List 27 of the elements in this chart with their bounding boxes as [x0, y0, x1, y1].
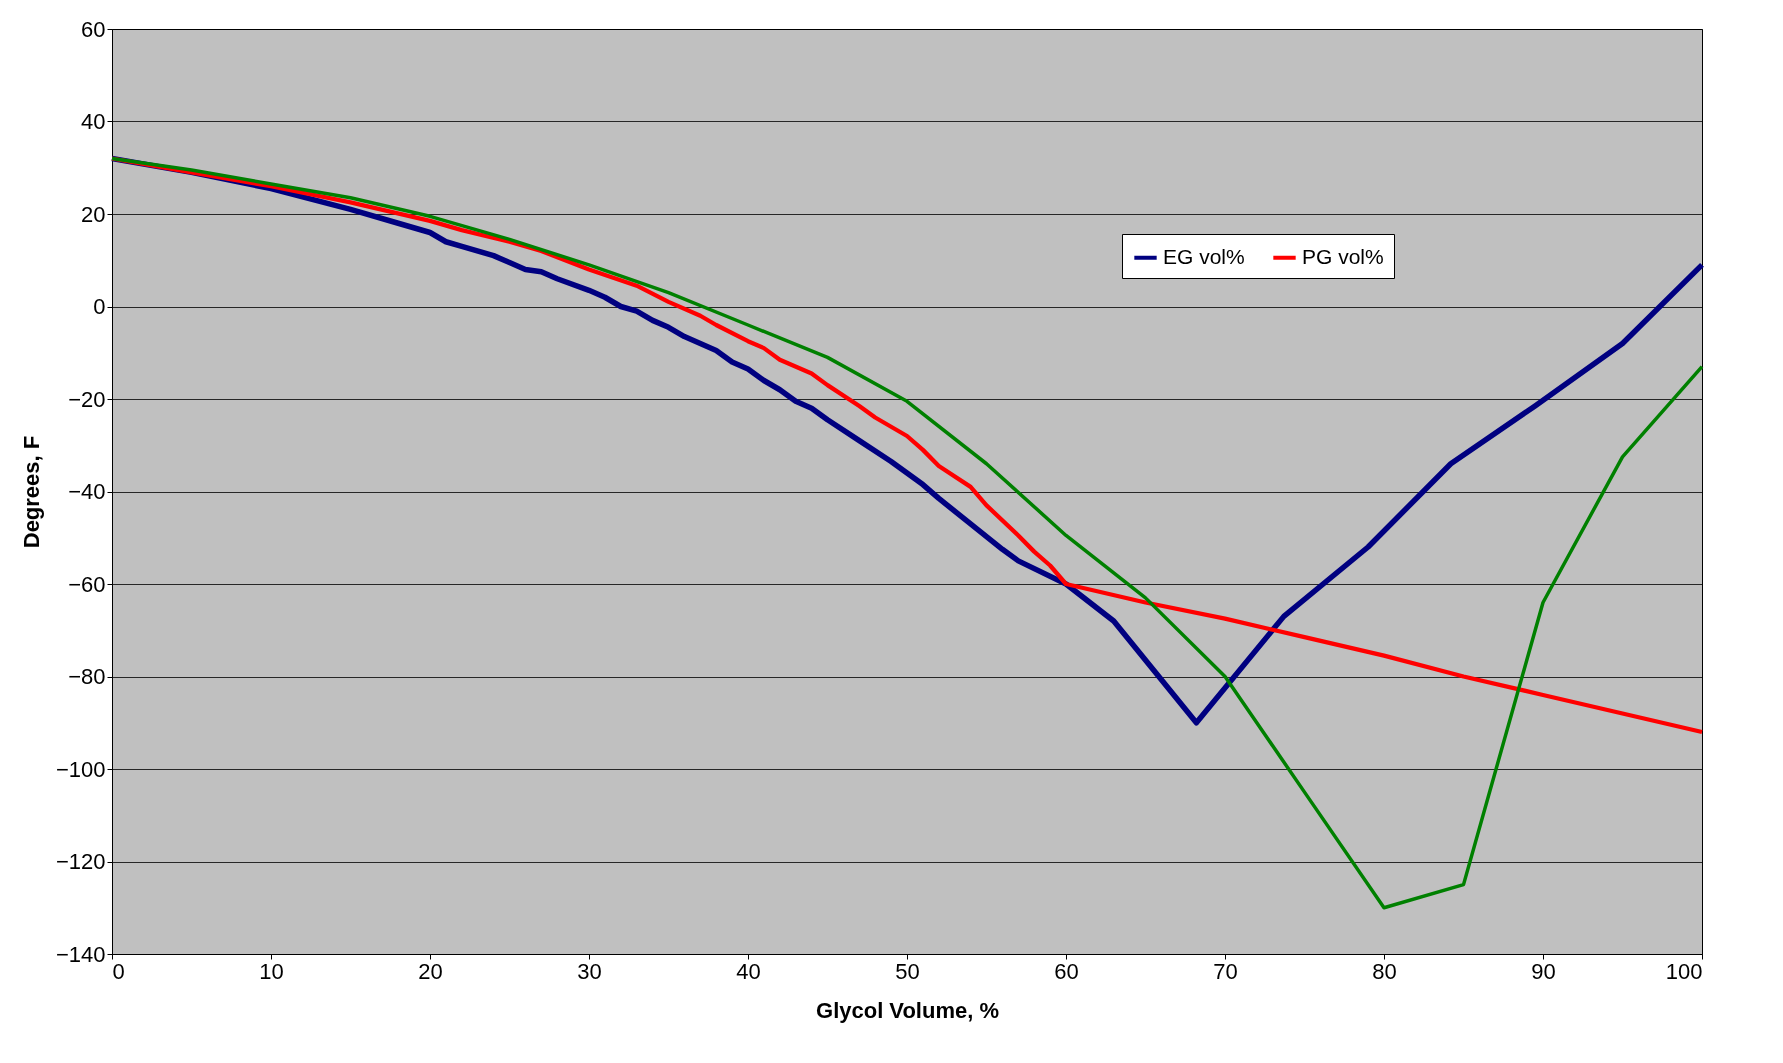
x-tick-label: 100 — [1665, 958, 1703, 984]
x-tick-label: 80 — [1372, 958, 1397, 984]
legend-label: PG vol% — [1302, 244, 1384, 268]
x-tick-label: 40 — [736, 958, 761, 984]
x-tick-label: 0 — [112, 958, 125, 984]
y-tick-label: −120 — [55, 849, 106, 874]
x-tick-label: 70 — [1213, 958, 1238, 984]
y-tick-label: 0 — [93, 294, 106, 319]
y-tick-label: 20 — [81, 201, 106, 227]
x-tick-label: 90 — [1531, 958, 1556, 984]
y-tick-label: −140 — [55, 941, 106, 967]
y-tick-label: 60 — [81, 16, 106, 42]
y-tick-label: −80 — [68, 664, 106, 689]
line-series — [110, 156, 1704, 910]
y-tick-label: −40 — [68, 479, 106, 504]
y-axis-title: Degrees, F — [18, 435, 44, 549]
x-axis-title: Glycol Volume, % — [816, 997, 999, 1023]
x-tick-label: 10 — [259, 958, 284, 984]
x-tick-label: 50 — [895, 958, 920, 984]
y-tick-label: −20 — [68, 386, 106, 412]
y-tick-label: 40 — [81, 109, 106, 134]
y-tick-label: −60 — [68, 571, 106, 597]
x-tick-label: 30 — [577, 958, 602, 984]
x-tick-label: 20 — [418, 958, 443, 984]
legend-label: EG vol% — [1163, 244, 1245, 268]
x-tick-label: 60 — [1054, 958, 1079, 984]
y-tick-label: −100 — [55, 756, 106, 782]
